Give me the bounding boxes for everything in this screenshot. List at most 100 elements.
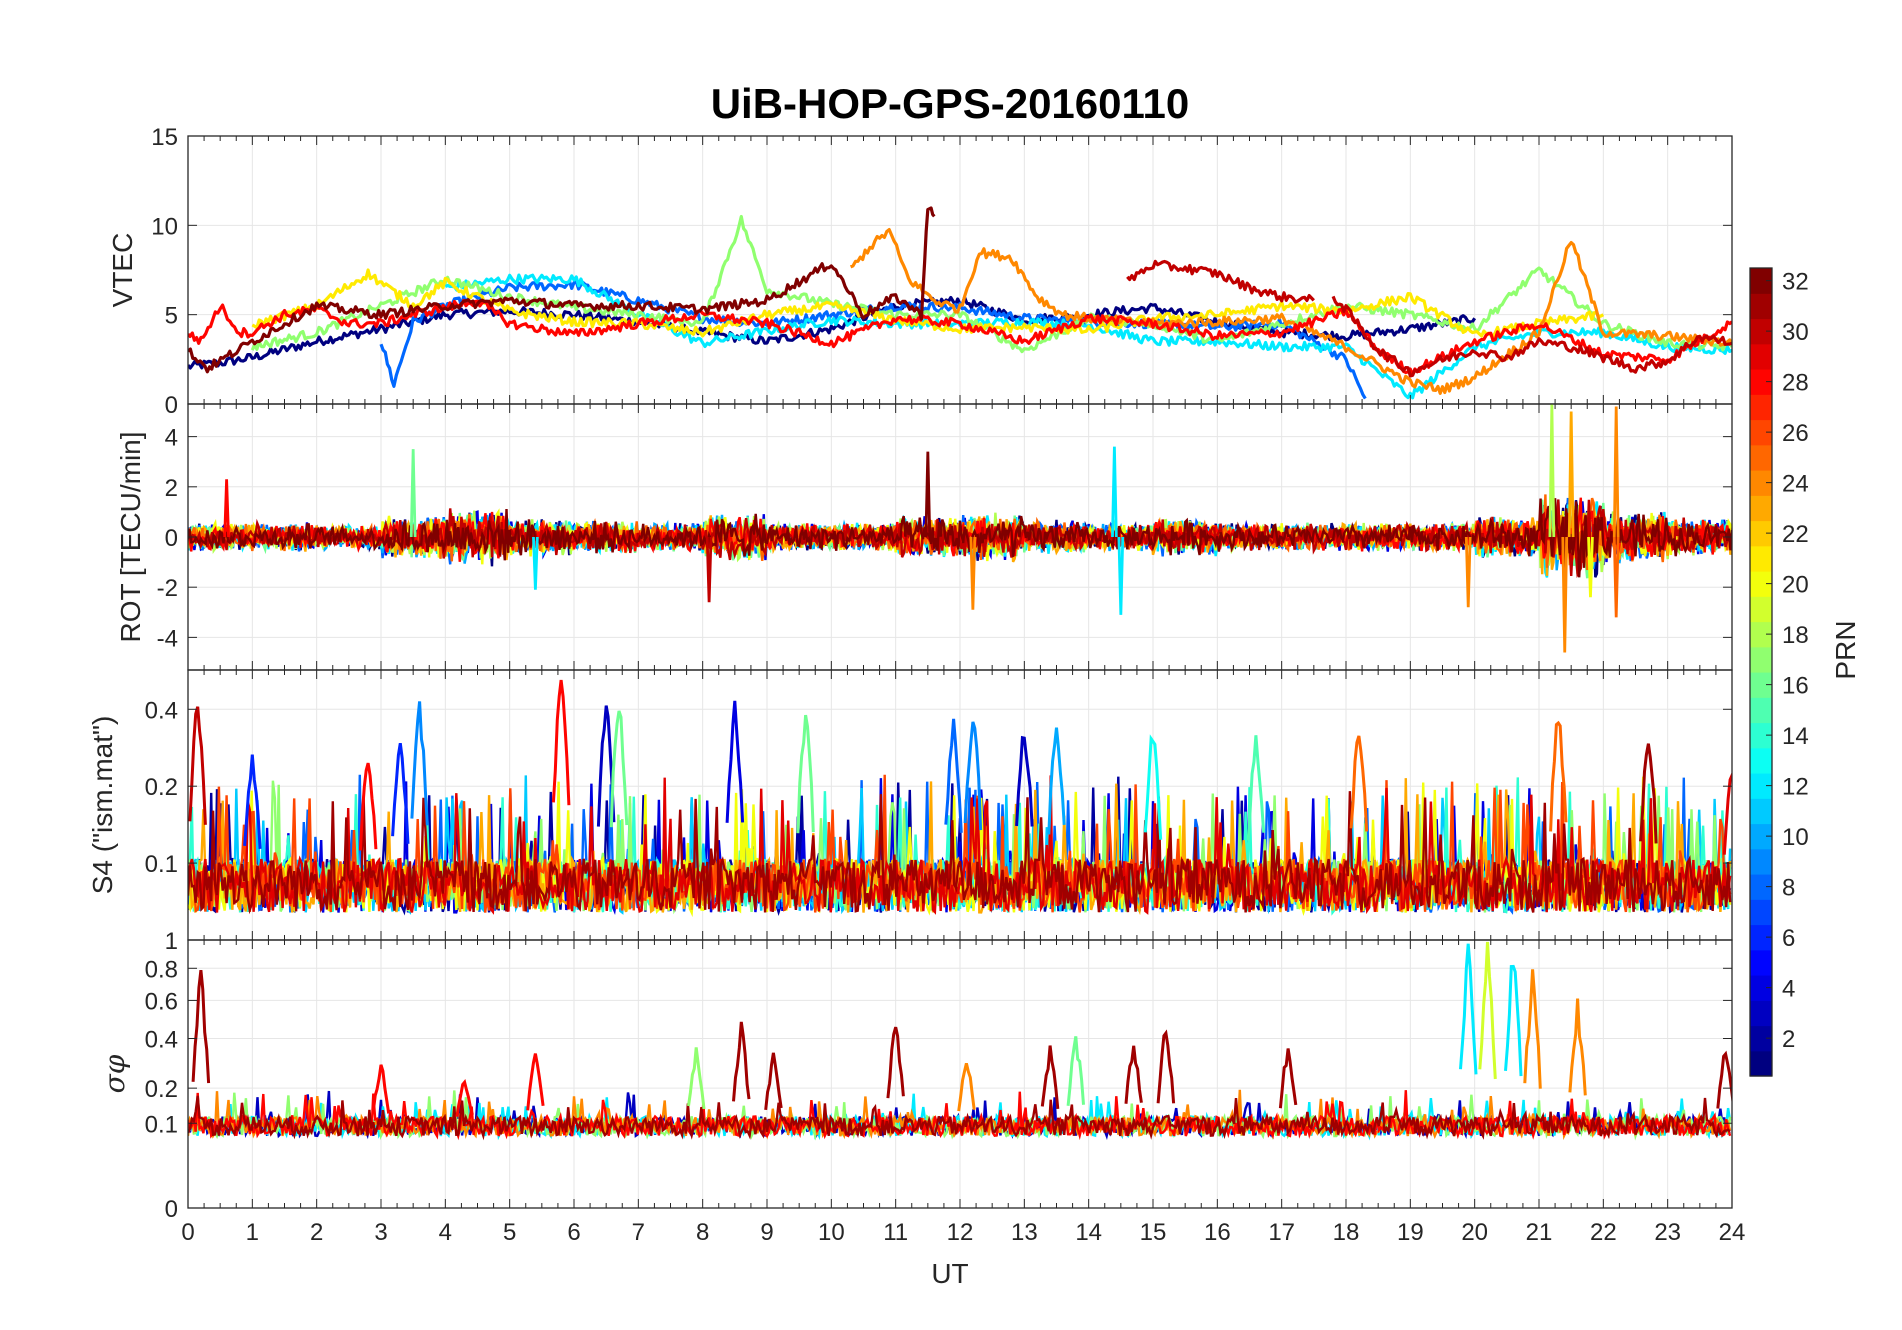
- x-tick-label: 24: [1719, 1219, 1746, 1246]
- vtec-series-prn-32: [188, 206, 936, 374]
- y-tick-label: 0.1: [145, 1111, 178, 1138]
- sigma-spike: [1523, 969, 1542, 1089]
- rot-spike: [1612, 406, 1620, 538]
- colorbar-tick-label: 10: [1782, 824, 1809, 851]
- x-tick-label: 1: [246, 1219, 259, 1246]
- sigma-spike: [526, 1053, 545, 1111]
- colorbar-swatch-prn-9: [1750, 848, 1772, 875]
- y-axis-label: S4 ("ism.mat"): [87, 716, 118, 895]
- colorbar-swatch-prn-7: [1750, 899, 1772, 926]
- colorbar-swatch-prn-5: [1750, 949, 1772, 976]
- colorbar-frame: [1749, 267, 1773, 1077]
- x-tick-label: 16: [1204, 1219, 1231, 1246]
- x-tick-label: 5: [503, 1219, 516, 1246]
- x-tick-label: 17: [1268, 1219, 1295, 1246]
- s4-spike: [1246, 735, 1266, 841]
- x-tick-label: 19: [1397, 1219, 1424, 1246]
- rot-spike: [1548, 404, 1556, 538]
- panel-sigma_phi: 0 0.1 0.2 0.4 0.6 0.81 σφ: [98, 928, 1733, 1223]
- sigma-spike: [1124, 1045, 1143, 1104]
- panel-s4: 0.1 0.2 0.4 S4 ("ism.mat"): [87, 669, 1733, 941]
- colorbar-swatch-prn-14: [1750, 722, 1772, 749]
- panel-vtec: 0 5 10 15 VTEC: [107, 124, 1733, 419]
- s4-spike: [243, 754, 262, 849]
- sigma-spike: [1278, 1048, 1298, 1109]
- y-tick-label: 10: [151, 213, 178, 240]
- rot-spike: [924, 451, 932, 538]
- sigma-spike: [1504, 964, 1523, 1077]
- sigma-spike: [1040, 1045, 1060, 1110]
- colorbar-swatch-prn-3: [1750, 1000, 1772, 1027]
- x-tick-label: 0: [181, 1219, 194, 1246]
- s4-series-prn-31: [188, 791, 1732, 915]
- y-tick-label: 0.2: [145, 774, 178, 801]
- colorbar-tick-label: 12: [1782, 774, 1809, 801]
- s4-spike: [391, 742, 410, 844]
- x-axis-label: UT: [931, 1258, 968, 1289]
- figure-title: UiB-HOP-GPS-20160110: [711, 80, 1190, 127]
- x-tick-label: 3: [374, 1219, 387, 1246]
- y-tick-label: 2: [165, 475, 178, 502]
- rot-spike: [1117, 536, 1125, 615]
- colorbar-tick-label: 30: [1782, 319, 1809, 346]
- s4-spike: [1722, 771, 1732, 855]
- colorbar-swatch-prn-17: [1750, 646, 1772, 673]
- sigma-spike: [1459, 943, 1478, 1075]
- x-tick-label: 9: [760, 1219, 773, 1246]
- plot-area-vtec: [188, 206, 1732, 400]
- x-tick-label: 4: [439, 1219, 452, 1246]
- colorbar-tick-label: 28: [1782, 370, 1809, 397]
- x-tick-label: 21: [1526, 1219, 1553, 1246]
- colorbar-tick-label: 24: [1782, 471, 1809, 498]
- sigma-spike: [1156, 1029, 1176, 1104]
- sigma-spike: [1066, 1036, 1085, 1106]
- colorbar-swatch-prn-29: [1750, 343, 1772, 370]
- y-tick-label: -4: [157, 625, 178, 652]
- vtec-series-prn-30: [1331, 295, 1732, 378]
- s4-spike: [551, 679, 571, 806]
- colorbar-swatch-prn-10: [1750, 823, 1772, 850]
- colorbar-swatch-prn-20: [1750, 571, 1772, 597]
- x-tick-label: 15: [1140, 1219, 1167, 1246]
- rot-series-prn-32: [188, 498, 1732, 578]
- rot-spike: [409, 449, 417, 538]
- s4-spike: [1349, 735, 1369, 832]
- x-tick-label: 12: [947, 1219, 974, 1246]
- s4-spike: [1549, 720, 1568, 832]
- colorbar-swatch-prn-18: [1750, 621, 1772, 648]
- colorbar-tick-label: 4: [1782, 976, 1795, 1003]
- colorbar-tick-label: 14: [1782, 723, 1809, 750]
- y-tick-label: 0: [165, 392, 178, 419]
- y-tick-label: -2: [157, 575, 178, 602]
- x-tick-label: 13: [1011, 1219, 1038, 1246]
- vtec-series-prn-30: [1126, 259, 1315, 304]
- x-tick-labels: 0 1 2 3 4 5 6 7 8 9 10 11 12 13 14 15 16 17 18 19 20 21 22 23 24: [181, 1219, 1745, 1246]
- colorbar-swatch-prn-11: [1750, 798, 1772, 825]
- y-axis-label: VTEC: [107, 233, 138, 308]
- x-tick-label: 8: [696, 1219, 709, 1246]
- y-tick-label: 15: [151, 124, 178, 151]
- rot-spike: [705, 536, 713, 603]
- x-tick-label: 23: [1654, 1219, 1681, 1246]
- sigma-spike: [764, 1052, 783, 1111]
- y-tick-label: 4: [165, 425, 178, 452]
- s4-spike: [358, 762, 378, 851]
- y-tick-label: 0.8: [145, 956, 178, 983]
- colorbar-swatch-prn-22: [1750, 520, 1772, 547]
- vtec-series-prn-21: [251, 268, 1605, 339]
- rot-spike: [1587, 536, 1594, 598]
- y-tick-label: 0.4: [145, 697, 178, 724]
- sigma-spike: [1568, 998, 1587, 1096]
- sigma-spike: [886, 1026, 905, 1099]
- x-tick-label: 7: [632, 1219, 645, 1246]
- y-tick-label: 1: [165, 928, 178, 955]
- colorbar-swatch-prn-25: [1750, 444, 1772, 471]
- rot-spike: [223, 479, 230, 538]
- colorbar-swatch-prn-26: [1750, 419, 1772, 446]
- s4-spike: [410, 701, 429, 826]
- s4-spike: [609, 710, 629, 828]
- plot-area-rot: [188, 404, 1732, 653]
- s4-spike: [1143, 734, 1163, 840]
- s4-spike: [725, 700, 745, 823]
